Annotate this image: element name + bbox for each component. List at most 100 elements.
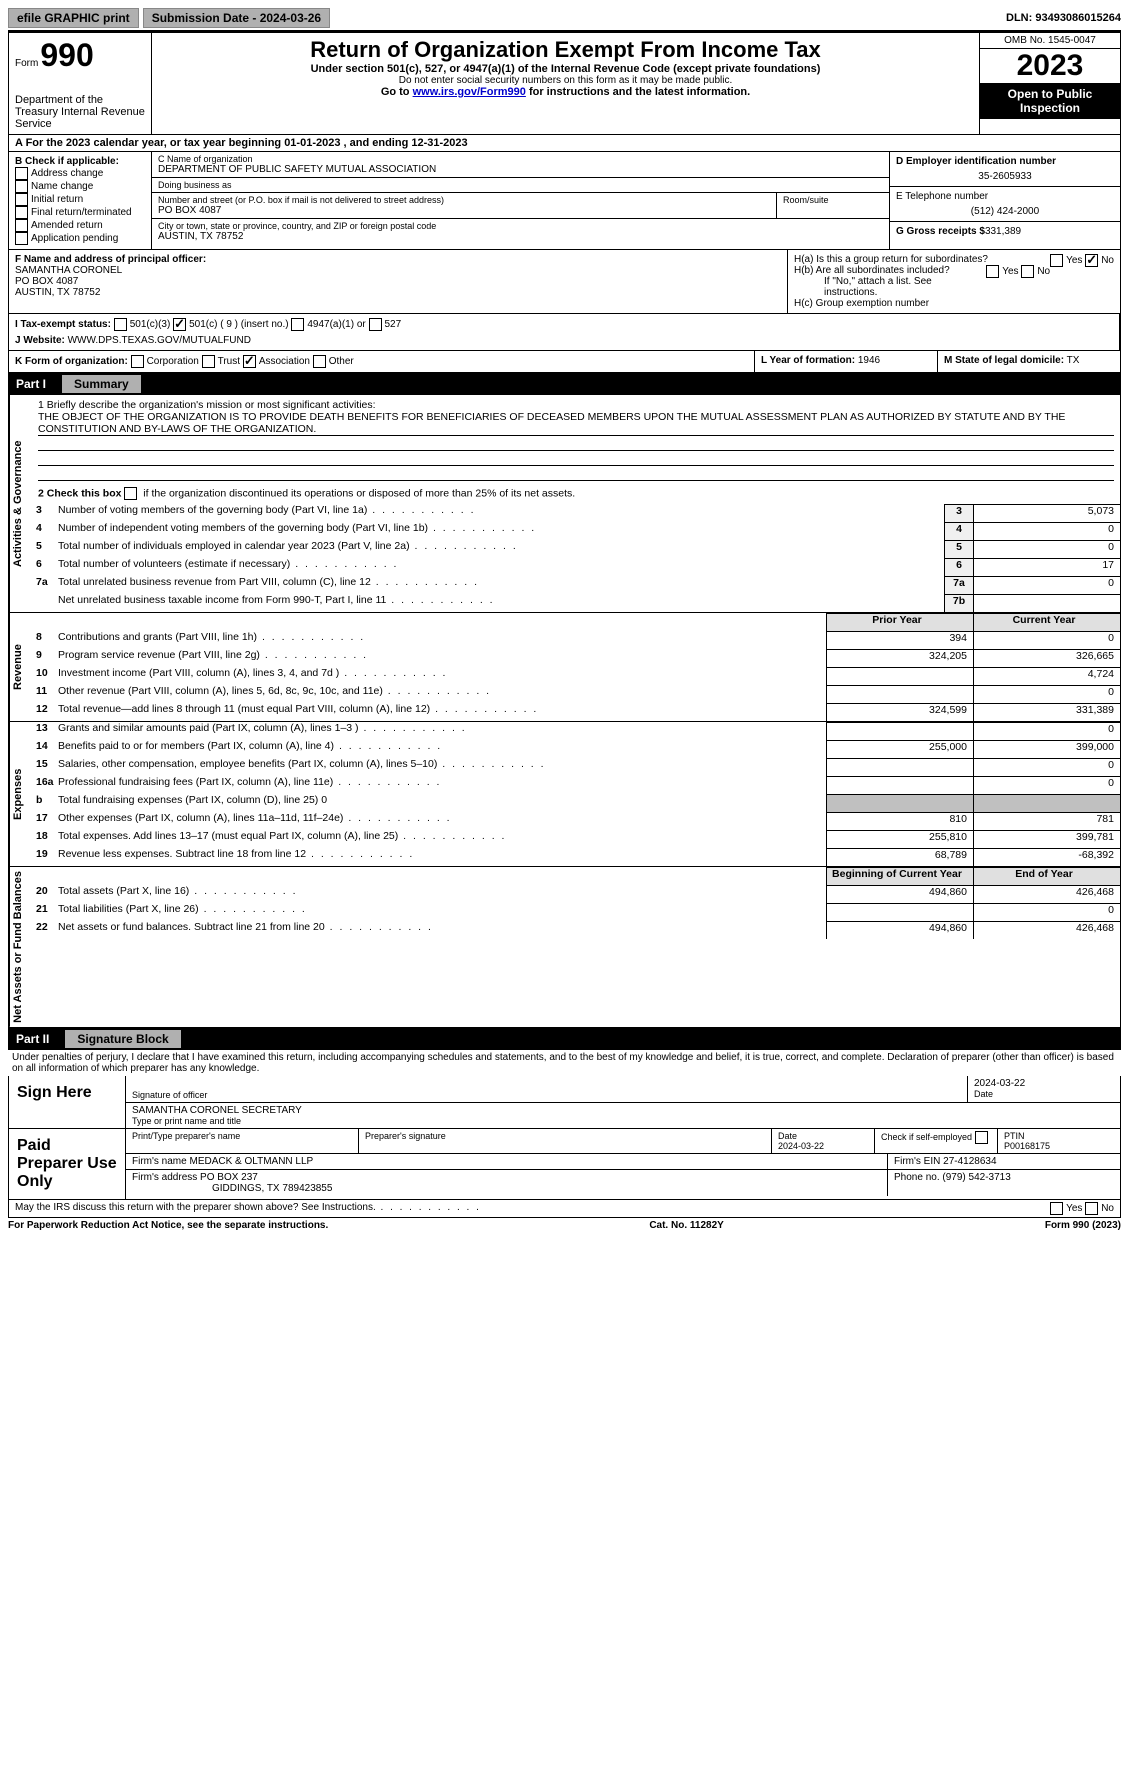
hc-label: H(c) Group exemption number [794,298,1114,309]
501c-checkbox[interactable] [173,318,186,331]
ha-yes-checkbox[interactable] [1050,254,1063,267]
4947-checkbox[interactable] [291,318,304,331]
phone-value: (512) 424-2000 [896,202,1114,217]
year-formation-label: L Year of formation: [761,355,855,366]
trust-checkbox[interactable] [202,355,215,368]
discuss-no-checkbox[interactable] [1085,1202,1098,1215]
ptin-value: P00168175 [1004,1141,1050,1151]
summary-line: 11Other revenue (Part VIII, column (A), … [32,685,1120,703]
initial-return-checkbox[interactable] [15,193,28,206]
year-formation-value: 1946 [858,355,880,366]
section-a-period: A For the 2023 calendar year, or tax yea… [8,135,1121,152]
summary-line: 8Contributions and grants (Part VIII, li… [32,631,1120,649]
form-header: Form 990 Department of the Treasury Inte… [8,32,1121,135]
website-label: J Website: [15,335,68,346]
assoc-checkbox[interactable] [243,355,256,368]
501c3-checkbox[interactable] [114,318,127,331]
part2-header: Part II Signature Block [8,1028,1121,1050]
goto-post: for instructions and the latest informat… [526,86,750,98]
prep-phone: (979) 542-3713 [942,1172,1010,1183]
hb-yes-checkbox[interactable] [986,265,999,278]
phone-label: E Telephone number [896,191,1114,202]
goto-pre: Go to [381,86,413,98]
street-value: PO BOX 4087 [158,205,770,216]
summary-line: 10Investment income (Part VIII, column (… [32,667,1120,685]
exp-vert-label: Expenses [9,722,32,866]
paid-preparer-label: Paid Preparer Use Only [9,1129,126,1199]
527-checkbox[interactable] [369,318,382,331]
summary-line: bTotal fundraising expenses (Part IX, co… [32,794,1120,812]
line2-post: if the organization discontinued its ope… [140,487,575,499]
officer-signed-name: SAMANTHA CORONEL SECRETARY [132,1105,1114,1116]
begin-year-header: Beginning of Current Year [826,867,973,885]
discuss-label: May the IRS discuss this return with the… [15,1202,481,1215]
summary-line: 5Total number of individuals employed in… [32,540,1120,558]
footer-mid: Cat. No. 11282Y [649,1220,723,1231]
hb-label: H(b) Are all subordinates included? [794,265,950,276]
domicile-label: M State of legal domicile: [944,355,1064,366]
efile-print-button[interactable]: efile GRAPHIC print [8,8,139,28]
discuss-yes-checkbox[interactable] [1050,1202,1063,1215]
tax-year: 2023 [980,49,1120,83]
summary-line: 15Salaries, other compensation, employee… [32,758,1120,776]
firm-name: MEDACK & OLTMANN LLP [189,1156,313,1167]
gross-value: 331,389 [985,226,1021,237]
summary-line: 12Total revenue—add lines 8 through 11 (… [32,703,1120,721]
omb-number: OMB No. 1545-0047 [980,33,1120,49]
form-subtitle: Under section 501(c), 527, or 4947(a)(1)… [160,63,971,75]
dept-label: Department of the Treasury Internal Reve… [15,94,145,130]
officer-name: SAMANTHA CORONEL [15,265,781,276]
application-pending-checkbox[interactable] [15,232,28,245]
hb-no-checkbox[interactable] [1021,265,1034,278]
ein-label: D Employer identification number [896,156,1114,167]
amended-return-checkbox[interactable] [15,219,28,232]
form-footer: For Paperwork Reduction Act Notice, see … [8,1218,1121,1231]
ha-label: H(a) Is this a group return for subordin… [794,254,988,265]
prep-sig-label: Preparer's signature [359,1129,772,1153]
footer-left: For Paperwork Reduction Act Notice, see … [8,1220,328,1231]
summary-line: 22Net assets or fund balances. Subtract … [32,921,1120,939]
summary-line: 4Number of independent voting members of… [32,522,1120,540]
city-label: City or town, state or province, country… [158,221,883,231]
net-vert-label: Net Assets or Fund Balances [9,867,32,1027]
dba-label: Doing business as [158,180,883,190]
gov-vert-label: Activities & Governance [9,395,32,612]
address-change-checkbox[interactable] [15,167,28,180]
sign-date: 2024-03-22 [974,1078,1114,1089]
firm-ein: 27-4128634 [943,1156,996,1167]
org-name-label: C Name of organization [158,154,883,164]
form-title: Return of Organization Exempt From Incom… [160,37,971,63]
summary-line: 19Revenue less expenses. Subtract line 1… [32,848,1120,866]
website-value: WWW.DPS.TEXAS.GOV/MUTUALFUND [68,335,251,346]
sig-officer-label: Signature of officer [132,1090,961,1100]
summary-line: 6Total number of volunteers (estimate if… [32,558,1120,576]
org-name: DEPARTMENT OF PUBLIC SAFETY MUTUAL ASSOC… [158,164,883,175]
corp-checkbox[interactable] [131,355,144,368]
end-year-header: End of Year [973,867,1120,885]
irs-link[interactable]: www.irs.gov/Form990 [413,86,526,98]
prep-name-label: Print/Type preparer's name [126,1129,359,1153]
ha-no-checkbox[interactable] [1085,254,1098,267]
summary-line: 7aTotal unrelated business revenue from … [32,576,1120,594]
form-org-label: K Form of organization: [15,356,128,367]
officer-addr1: PO BOX 4087 [15,276,781,287]
officer-addr2: AUSTIN, TX 78752 [15,287,781,298]
summary-line: 13Grants and similar amounts paid (Part … [32,722,1120,740]
city-value: AUSTIN, TX 78752 [158,231,883,242]
sign-date-label: Date [974,1089,1114,1099]
ein-value: 35-2605933 [896,167,1114,182]
mission-label: 1 Briefly describe the organization's mi… [38,399,1114,411]
gross-label: G Gross receipts $ [896,226,985,237]
open-public-badge: Open to Public Inspection [980,83,1120,119]
name-change-checkbox[interactable] [15,180,28,193]
discontinued-checkbox[interactable] [124,487,137,500]
final-return-checkbox[interactable] [15,206,28,219]
form-number: 990 [40,37,93,74]
street-label: Number and street (or P.O. box if mail i… [158,195,770,205]
self-employed-checkbox[interactable] [975,1131,988,1144]
summary-line: 21Total liabilities (Part X, line 26)0 [32,903,1120,921]
line2-label: 2 Check this box [38,487,124,499]
summary-line: 17Other expenses (Part IX, column (A), l… [32,812,1120,830]
summary-line: 14Benefits paid to or for members (Part … [32,740,1120,758]
other-checkbox[interactable] [313,355,326,368]
